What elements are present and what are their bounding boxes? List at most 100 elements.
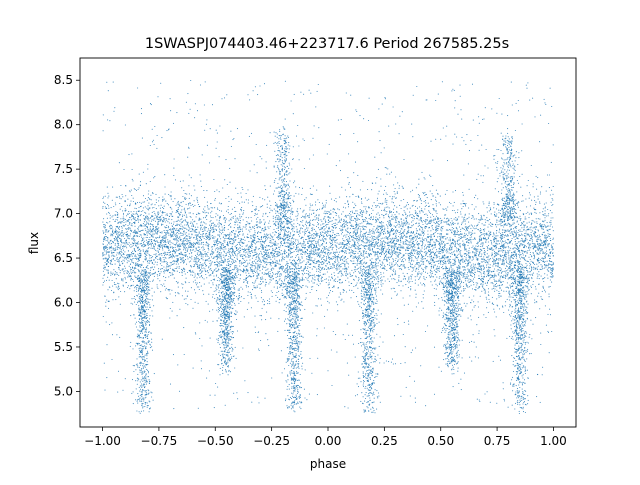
data-point [183, 227, 186, 229]
data-point [368, 218, 370, 220]
data-point [134, 229, 136, 231]
data-point [528, 234, 530, 236]
data-point [324, 247, 326, 249]
data-point [191, 244, 193, 247]
data-point [359, 234, 361, 236]
data-point [479, 240, 481, 242]
data-point [410, 246, 412, 248]
data-point [263, 230, 265, 232]
data-point [339, 229, 341, 231]
data-point [116, 242, 118, 244]
data-point [299, 228, 301, 230]
data-point [525, 230, 527, 232]
data-point [194, 275, 196, 277]
data-point [481, 290, 483, 292]
data-point [266, 234, 269, 237]
data-point [510, 231, 513, 233]
data-point [486, 261, 488, 263]
data-point [215, 216, 217, 218]
data-point [292, 275, 294, 278]
data-point [143, 270, 145, 272]
data-point [202, 256, 204, 258]
data-point [529, 258, 531, 261]
data-point [246, 244, 248, 246]
data-point [137, 241, 139, 243]
data-point [512, 222, 514, 224]
data-point [115, 218, 117, 220]
data-point [199, 243, 201, 245]
data-point [178, 293, 180, 295]
data-point [163, 252, 165, 254]
data-point [297, 243, 299, 246]
data-point [105, 229, 107, 231]
data-point [420, 210, 422, 212]
data-point [355, 224, 357, 226]
data-point [451, 247, 453, 249]
data-point [551, 273, 553, 275]
data-point [301, 261, 304, 263]
data-point [420, 202, 422, 205]
data-point [159, 216, 161, 218]
data-point [371, 261, 373, 263]
data-point [460, 213, 462, 215]
data-point [324, 206, 326, 208]
data-point [353, 253, 355, 255]
data-point [542, 285, 544, 287]
data-point [180, 223, 182, 225]
data-point [324, 216, 326, 218]
data-point [210, 274, 212, 276]
data-point [405, 239, 407, 241]
data-point [304, 265, 306, 267]
data-point [318, 238, 320, 240]
data-point [325, 221, 327, 223]
data-point [103, 267, 105, 269]
data-point [307, 256, 309, 258]
data-point [169, 267, 171, 269]
data-point [423, 283, 426, 285]
data-point [192, 270, 194, 272]
data-point [436, 268, 438, 270]
data-point [461, 236, 463, 238]
data-point [305, 263, 307, 265]
data-point [529, 227, 531, 229]
data-point [149, 236, 151, 239]
data-point [408, 279, 410, 281]
data-point [243, 236, 246, 238]
data-point [210, 287, 212, 289]
data-point [421, 267, 423, 269]
data-point [499, 220, 501, 222]
data-point [420, 200, 422, 202]
data-point [273, 268, 275, 270]
data-point [186, 249, 188, 251]
data-point [119, 246, 122, 248]
data-point [135, 208, 137, 210]
data-point [115, 247, 117, 249]
data-point [257, 216, 259, 219]
data-point [384, 247, 386, 249]
data-point [184, 290, 187, 292]
data-point [183, 231, 185, 233]
data-point [552, 237, 554, 239]
data-point [124, 243, 126, 245]
data-point [514, 282, 517, 284]
data-point [538, 278, 540, 280]
data-point [539, 201, 541, 203]
data-point [148, 224, 150, 226]
data-point [472, 227, 474, 229]
data-point [260, 263, 262, 265]
data-point [116, 254, 118, 256]
data-point [182, 234, 184, 237]
data-point [110, 289, 113, 292]
data-point [439, 239, 441, 241]
data-point [250, 264, 252, 266]
data-point [351, 210, 353, 212]
data-point [127, 243, 129, 246]
data-point [422, 191, 424, 194]
data-point [390, 223, 392, 225]
data-point [544, 289, 546, 291]
data-point [107, 257, 110, 259]
data-point [252, 262, 254, 265]
data-point [430, 267, 432, 269]
data-point [227, 234, 229, 236]
data-point [245, 216, 247, 218]
